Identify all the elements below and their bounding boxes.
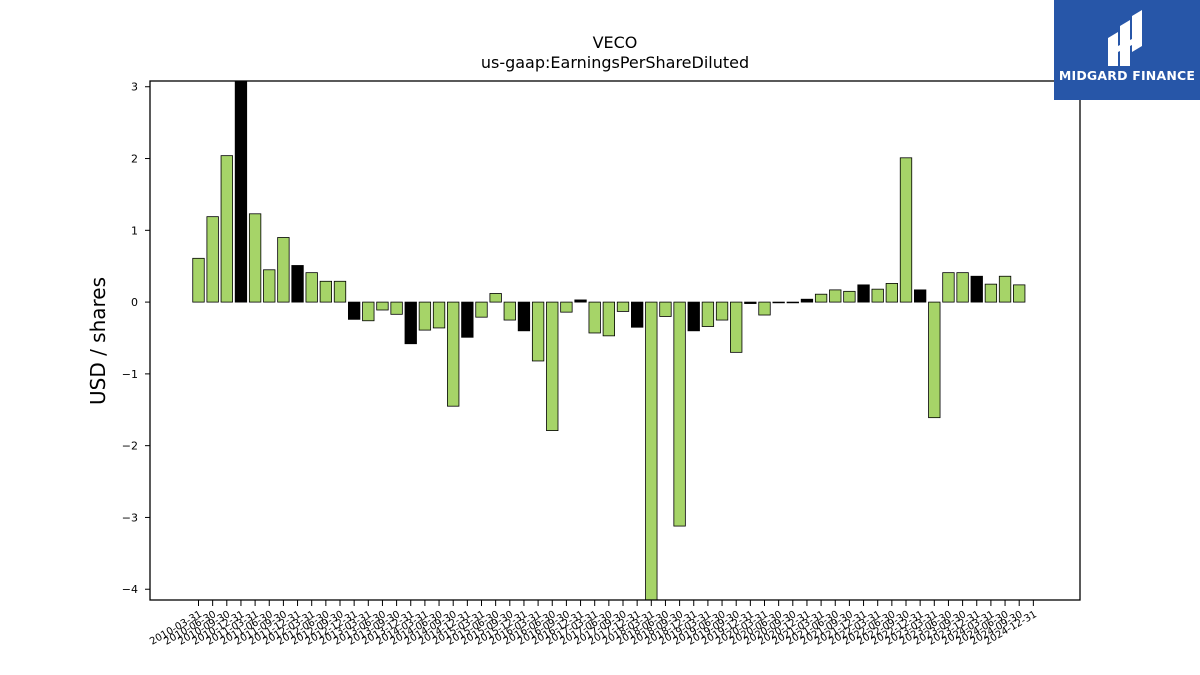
bar-2018-06-30 bbox=[659, 301, 672, 317]
bar-2022-09-30 bbox=[899, 157, 913, 303]
bar-2010-06-30 bbox=[206, 216, 219, 303]
y-tick-label: 2 bbox=[131, 153, 138, 166]
bar-2011-12-31 bbox=[291, 265, 304, 303]
bar-2016-06-30 bbox=[546, 301, 559, 431]
bar-2012-09-30 bbox=[333, 280, 347, 303]
y-tick-label: −3 bbox=[122, 511, 138, 524]
bar-2019-09-30 bbox=[730, 301, 743, 353]
bar-2020-12-31 bbox=[800, 298, 814, 303]
bar-2018-03-31 bbox=[645, 301, 658, 601]
bar-2022-12-31 bbox=[914, 289, 927, 303]
brand-logo: MIDGARD FINANCE bbox=[1054, 0, 1200, 100]
bar-2022-06-30 bbox=[885, 283, 898, 303]
brand-name: MIDGARD FINANCE bbox=[1058, 68, 1196, 83]
bar-2017-06-30 bbox=[602, 301, 615, 337]
bar-2020-03-31 bbox=[758, 301, 771, 316]
bar-2010-12-31 bbox=[234, 80, 248, 303]
bar-2014-12-31 bbox=[461, 301, 474, 338]
bar-2015-03-31 bbox=[475, 301, 488, 318]
y-tick-label: 0 bbox=[131, 296, 138, 309]
bar-2013-12-31 bbox=[404, 301, 417, 345]
bar-2012-06-30 bbox=[319, 280, 333, 303]
bar-2013-06-30 bbox=[376, 301, 389, 311]
bar-2016-03-31 bbox=[531, 301, 545, 362]
bar-2023-03-31 bbox=[928, 301, 941, 419]
y-tick-label: 3 bbox=[131, 81, 138, 94]
plot-frame bbox=[149, 80, 1081, 601]
y-tick-label: −1 bbox=[122, 368, 138, 381]
y-tick-label: −2 bbox=[122, 440, 138, 453]
bar-2011-09-30 bbox=[277, 237, 290, 303]
bar-2014-06-30 bbox=[432, 301, 446, 329]
y-axis-label: USD / shares bbox=[86, 277, 110, 405]
bar-2016-12-31 bbox=[574, 299, 587, 303]
bar-2024-03-31 bbox=[984, 283, 998, 303]
bar-2019-12-31 bbox=[744, 301, 757, 304]
y-axis: −4 −3 −2 −1 0 1 2 3 bbox=[122, 81, 150, 596]
bar-2010-09-30 bbox=[220, 155, 233, 303]
bar-2019-06-30 bbox=[715, 301, 729, 321]
bar-2023-12-31 bbox=[970, 275, 983, 303]
bar-2017-03-31 bbox=[588, 301, 601, 334]
bar-2015-12-31 bbox=[517, 301, 531, 332]
x-axis: 2010-03-312010-06-302010-09-302010-12-31… bbox=[148, 600, 1039, 648]
bar-2013-09-30 bbox=[390, 301, 403, 315]
bar-2011-03-31 bbox=[248, 213, 262, 303]
bar-2021-06-30 bbox=[829, 289, 842, 303]
bar-2014-09-30 bbox=[447, 301, 460, 407]
y-tick-label: 1 bbox=[131, 224, 138, 237]
bar-2011-06-30 bbox=[263, 269, 276, 303]
chart-title: VECO bbox=[593, 33, 638, 52]
bars-group bbox=[192, 80, 1026, 601]
bar-2021-03-31 bbox=[814, 293, 828, 303]
bar-2019-03-31 bbox=[701, 301, 715, 327]
bar-2016-09-30 bbox=[560, 301, 573, 313]
bar-2015-09-30 bbox=[503, 301, 516, 321]
midgard-logo-icon bbox=[1108, 10, 1142, 66]
bar-2018-09-30 bbox=[673, 301, 686, 527]
bar-2023-09-30 bbox=[956, 272, 969, 303]
bar-2013-03-31 bbox=[362, 301, 375, 322]
bar-2015-06-30 bbox=[489, 293, 502, 303]
chart-subtitle: us-gaap:EarningsPerShareDiluted bbox=[481, 53, 749, 72]
bar-2021-09-30 bbox=[843, 290, 856, 303]
bar-2022-03-31 bbox=[871, 288, 884, 303]
bar-2017-09-30 bbox=[616, 301, 630, 312]
bar-2024-09-30 bbox=[1013, 284, 1026, 303]
bar-2012-03-31 bbox=[305, 272, 318, 303]
bar-2021-12-31 bbox=[857, 284, 870, 303]
bar-2014-03-31 bbox=[418, 301, 432, 331]
y-tick-label: −4 bbox=[122, 583, 138, 596]
bar-2020-06-30 bbox=[772, 301, 785, 304]
bar-2023-06-30 bbox=[942, 272, 955, 303]
bar-2020-09-30 bbox=[786, 301, 799, 304]
bar-2024-06-30 bbox=[998, 275, 1012, 303]
bar-2017-12-31 bbox=[631, 301, 644, 328]
bar-2010-03-31 bbox=[192, 257, 205, 303]
bar-2018-12-31 bbox=[687, 301, 700, 332]
bar-2012-12-31 bbox=[347, 301, 361, 320]
